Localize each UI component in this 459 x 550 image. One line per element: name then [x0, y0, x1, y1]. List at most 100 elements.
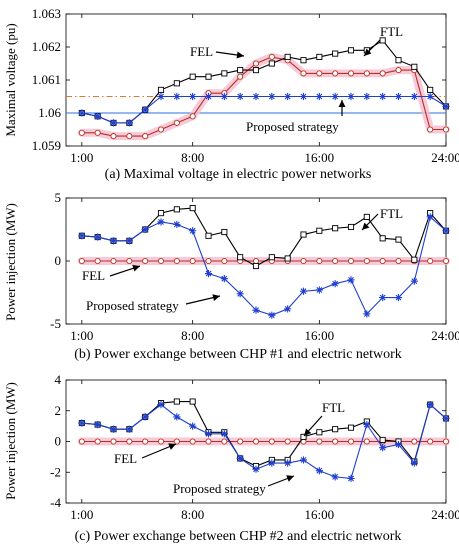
- x-tick-label: 8:00: [181, 507, 204, 522]
- data-point-square: [363, 213, 370, 220]
- data-point-circle: [94, 257, 101, 265]
- data-point-star: [94, 420, 102, 429]
- data-point-circle: [142, 133, 149, 140]
- data-point-star: [315, 467, 323, 475]
- data-point-star: [268, 92, 276, 101]
- data-point-star: [394, 440, 403, 449]
- annotation-arrow-head: [338, 100, 346, 107]
- data-point-circle: [94, 438, 101, 445]
- data-point-star: [189, 227, 197, 235]
- data-point-square: [332, 225, 339, 232]
- data-point-circle: [363, 438, 370, 445]
- data-point-square: [427, 86, 434, 93]
- data-point-circle: [347, 257, 355, 265]
- data-point-circle: [268, 53, 275, 60]
- data-point-star: [94, 112, 102, 120]
- data-point-star: [268, 459, 276, 467]
- data-point-circle: [300, 257, 307, 265]
- annotation-arrow-head: [286, 475, 294, 482]
- data-point-star: [315, 92, 323, 101]
- data-point-star: [284, 305, 292, 313]
- data-point-circle: [189, 438, 196, 445]
- data-point-square: [395, 236, 402, 243]
- data-point-star: [173, 220, 181, 229]
- data-point-circle: [173, 119, 180, 126]
- data-point-circle: [173, 438, 180, 445]
- data-point-circle: [427, 126, 434, 133]
- data-point-circle: [252, 257, 260, 265]
- data-point-square: [237, 67, 244, 74]
- data-point-square: [316, 429, 323, 436]
- data-point-circle: [157, 257, 165, 265]
- panel-caption: (a) Maximal voltage in electric power ne…: [105, 167, 372, 182]
- y-axis-label: Maximal voltage (pu): [3, 23, 18, 136]
- data-point-star: [252, 92, 260, 101]
- data-point-star: [78, 109, 86, 117]
- data-point-circle: [126, 438, 133, 445]
- data-point-circle: [363, 70, 370, 77]
- data-point-star: [426, 92, 434, 101]
- x-tick-label: 1:00: [70, 507, 93, 522]
- y-tick-label: 0: [55, 434, 62, 449]
- data-point-circle: [427, 257, 434, 265]
- data-point-star: [125, 237, 133, 245]
- data-point-star: [173, 413, 181, 421]
- data-point-star: [379, 293, 387, 302]
- annotation-arrow-head: [304, 428, 312, 436]
- data-point-star: [284, 92, 292, 101]
- data-point-star: [125, 119, 133, 127]
- y-tick-label: 4: [55, 372, 62, 387]
- data-point-square: [379, 436, 386, 444]
- data-point-square: [284, 53, 291, 60]
- data-point-circle: [332, 257, 339, 265]
- data-point-square: [300, 231, 307, 238]
- y-tick-label: 5: [55, 190, 62, 205]
- data-point-square: [347, 47, 355, 54]
- panel-caption: (b) Power exchange between CHP #1 and el…: [74, 347, 402, 362]
- data-point-circle: [316, 257, 323, 265]
- data-point-square: [189, 73, 196, 80]
- data-point-circle: [110, 257, 117, 265]
- data-point-circle: [268, 438, 275, 445]
- x-tick-label: 16:00: [305, 507, 335, 522]
- data-point-circle: [78, 438, 85, 445]
- data-point-square: [347, 424, 355, 431]
- data-point-star: [204, 92, 213, 101]
- annotation-label: FEL: [114, 451, 137, 466]
- data-point-star: [141, 106, 149, 114]
- data-point-star: [109, 237, 118, 245]
- annotation-label: Proposed strategy: [173, 481, 266, 496]
- data-point-star: [331, 473, 339, 481]
- annotation-label: FTL: [380, 206, 403, 221]
- data-point-square: [173, 398, 180, 405]
- data-point-star: [125, 425, 133, 433]
- data-point-square: [189, 205, 196, 212]
- data-point-star: [157, 218, 165, 226]
- data-point-circle: [332, 70, 339, 77]
- data-point-star: [109, 425, 118, 433]
- data-point-star: [220, 92, 228, 101]
- data-point-star: [299, 92, 308, 101]
- annotation-label: FEL: [190, 44, 213, 59]
- x-tick-label: 8:00: [181, 328, 204, 343]
- data-point-star: [78, 419, 86, 427]
- data-point-square: [252, 67, 260, 74]
- annotation-arrow-head: [168, 443, 176, 450]
- data-point-circle: [284, 438, 291, 445]
- data-point-star: [394, 293, 403, 302]
- data-point-square: [316, 53, 323, 60]
- x-tick-label: 24:00: [431, 150, 459, 165]
- data-point-star: [141, 413, 149, 421]
- data-point-star: [442, 414, 450, 423]
- data-point-star: [109, 119, 118, 127]
- y-axis-label: Power injection (MW): [3, 382, 18, 500]
- data-point-star: [410, 277, 418, 285]
- annotation-arrow-head: [212, 294, 220, 302]
- data-point-star: [347, 276, 355, 284]
- annotation-arrow-head: [132, 264, 140, 272]
- data-point-circle: [110, 438, 117, 445]
- data-point-star: [236, 92, 244, 101]
- data-point-star: [331, 280, 339, 288]
- data-point-star: [220, 275, 228, 283]
